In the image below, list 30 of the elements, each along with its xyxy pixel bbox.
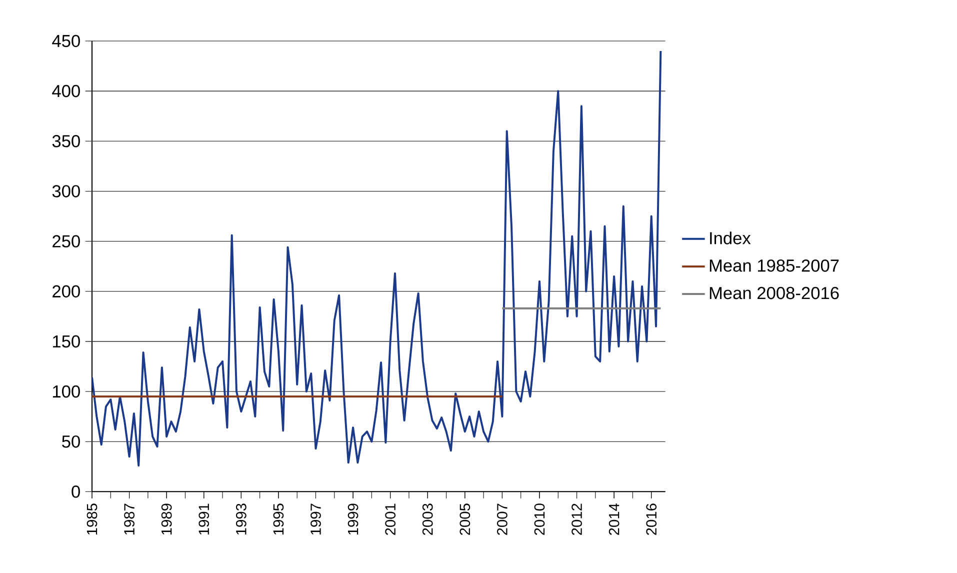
legend-label: Index [710, 232, 751, 244]
y-tick-label: 200 [52, 285, 80, 298]
x-tick-label: 1995 [273, 504, 284, 535]
x-tick-label: 1987 [124, 504, 134, 535]
x-tick-label: 1989 [161, 504, 172, 535]
y-tick-label: 50 [62, 435, 80, 448]
x-tick-label: 1991 [198, 504, 210, 535]
x-tick-label: 1993 [236, 504, 246, 535]
y-tick-label: 100 [53, 385, 80, 398]
y-tick-label: 250 [52, 235, 80, 248]
x-tick-label: 2016 [646, 504, 657, 535]
x-tick-label: 2001 [385, 504, 396, 535]
line-series [92, 50, 662, 467]
legend-label: Mean 1985-2007 [710, 259, 839, 272]
y-tick-label: 400 [52, 84, 80, 98]
x-tick-label: 2005 [460, 504, 470, 535]
y-tick-label: 350 [52, 135, 80, 148]
x-tick-label: 1999 [348, 504, 358, 535]
x-tick-label: 1985 [86, 504, 98, 535]
y-tick-label: 150 [53, 335, 80, 348]
x-tick-label: 2003 [422, 504, 433, 535]
legend-label: Mean 2008-2016 [710, 286, 839, 300]
x-tick-label: 2014 [608, 503, 620, 535]
x-tick-label: 2007 [497, 504, 508, 535]
x-tick-label: 2010 [534, 504, 545, 535]
y-tick-label: 450 [52, 34, 80, 48]
x-tick-label: 1997 [310, 504, 321, 535]
x-tick-label: 2012 [572, 504, 582, 535]
y-tick-label: 300 [52, 185, 80, 198]
y-tick-label: 0 [72, 486, 80, 498]
